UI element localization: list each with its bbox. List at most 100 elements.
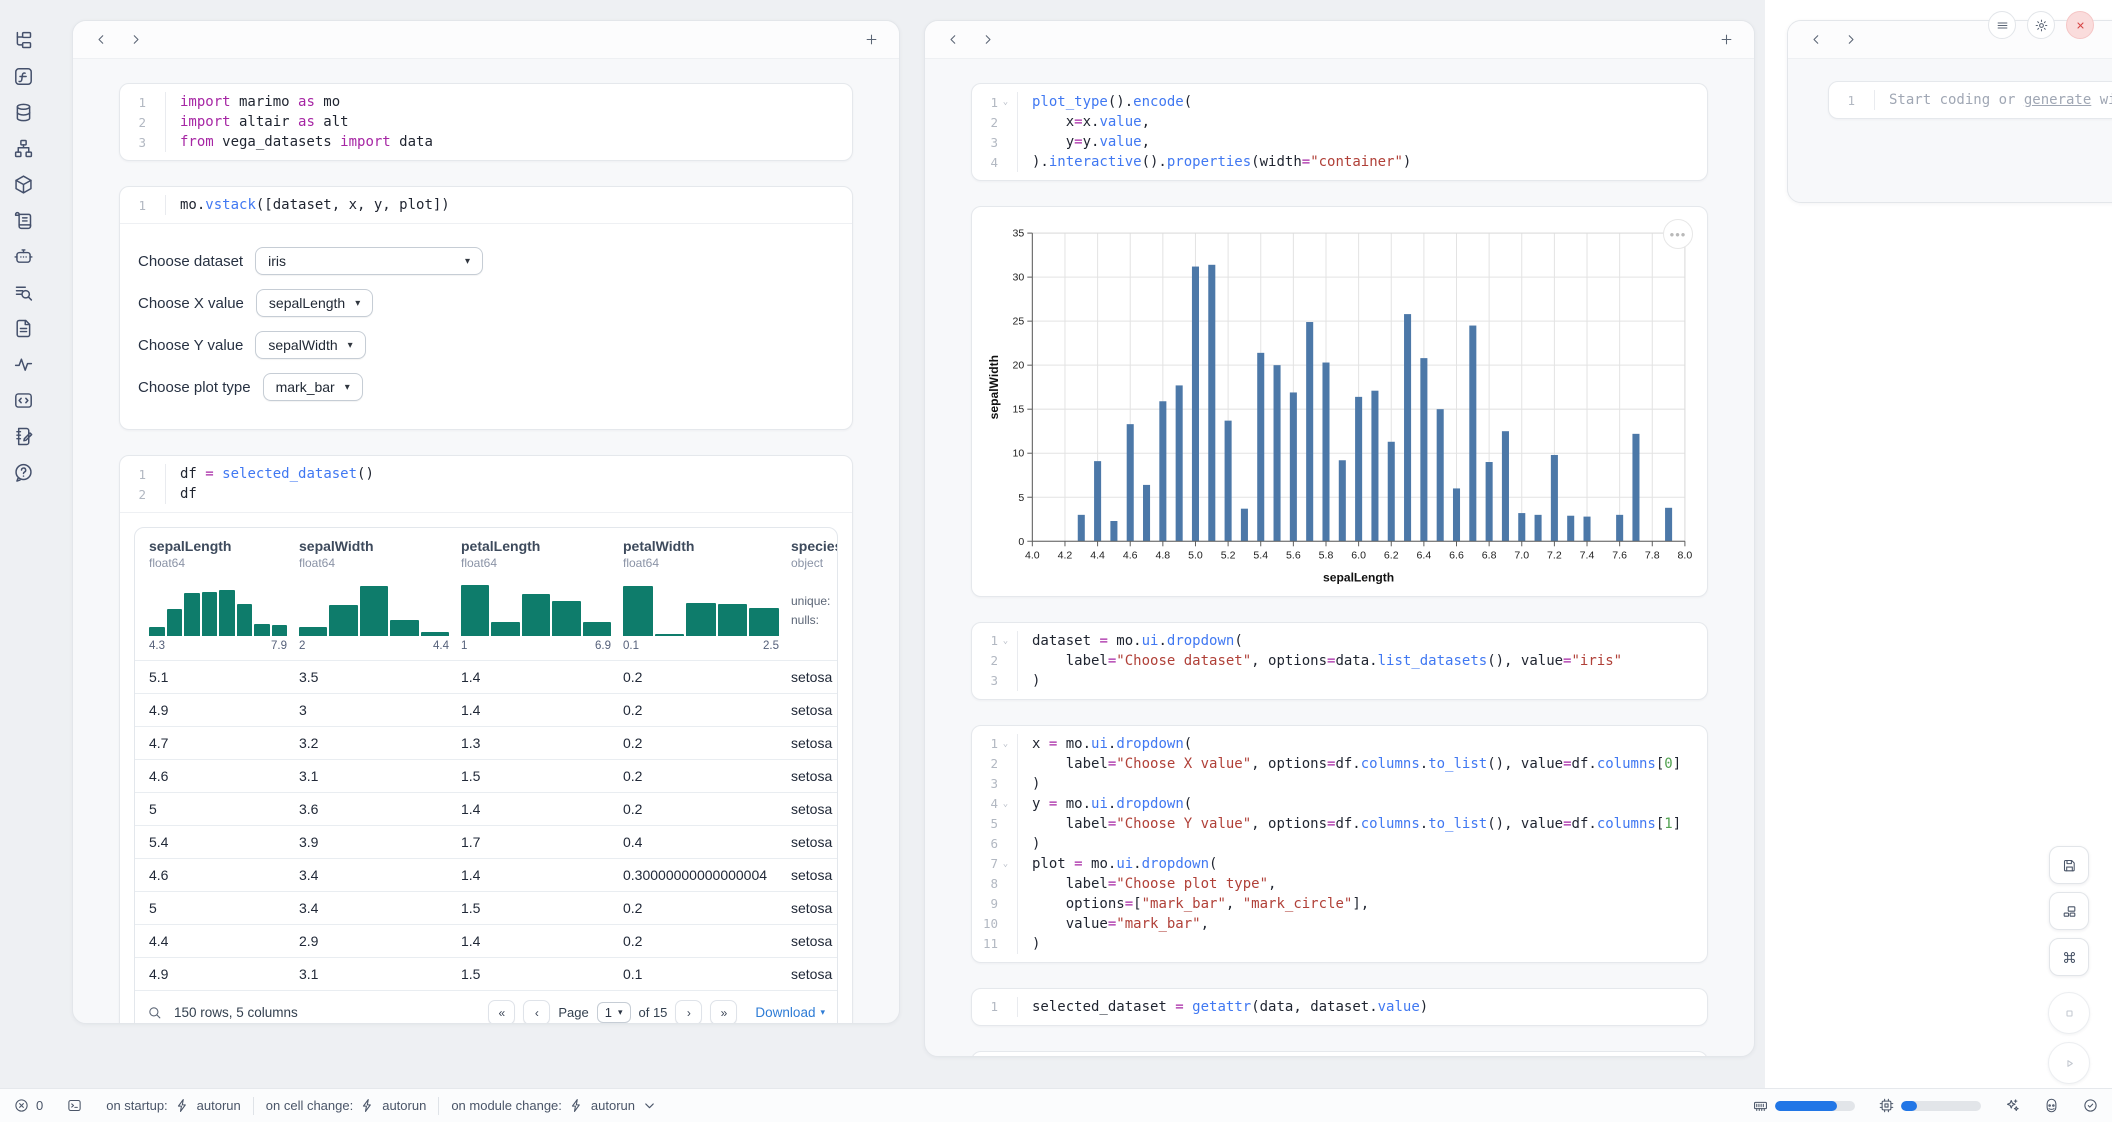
- bar[interactable]: [1583, 517, 1590, 542]
- cell-vstack[interactable]: 1mo.vstack([dataset, x, y, plot]) Choose…: [119, 186, 853, 430]
- bar-chart[interactable]: 4.04.24.44.64.85.05.25.45.65.86.06.26.46…: [986, 219, 1697, 590]
- play-button[interactable]: [2048, 1042, 2090, 1084]
- bar[interactable]: [1616, 515, 1623, 541]
- code-line[interactable]: ): [1032, 834, 1681, 854]
- column-header-petalLength[interactable]: petalLengthfloat6416.9: [461, 538, 623, 652]
- cell-dataset-dropdown[interactable]: 1⌄23dataset = mo.ui.dropdown( label="Cho…: [971, 622, 1708, 700]
- page-select[interactable]: 1▾: [597, 1002, 631, 1023]
- table-row[interactable]: 5.43.91.70.4setosa: [135, 825, 837, 858]
- bar[interactable]: [1143, 485, 1150, 541]
- bar[interactable]: [1192, 267, 1199, 542]
- rail-outline-button[interactable]: [0, 202, 46, 238]
- bar[interactable]: [1486, 462, 1493, 541]
- column-header-species[interactable]: speciesobjectunique:nulls:: [791, 538, 837, 652]
- column-forward-button[interactable]: [973, 27, 1001, 53]
- bar[interactable]: [1371, 391, 1378, 542]
- bar[interactable]: [1551, 455, 1558, 541]
- code-line[interactable]: y = mo.ui.dropdown(: [1032, 794, 1681, 814]
- bar[interactable]: [1469, 326, 1476, 542]
- code-line[interactable]: import altair as alt: [180, 112, 433, 132]
- rail-scratchpad-button[interactable]: [0, 418, 46, 454]
- column-header-sepalLength[interactable]: sepalLengthfloat644.37.9: [149, 538, 299, 652]
- code-line[interactable]: from vega_datasets import data: [180, 132, 433, 152]
- rail-variables-button[interactable]: [0, 58, 46, 94]
- bar[interactable]: [1159, 401, 1166, 541]
- rail-packages-button[interactable]: [0, 166, 46, 202]
- bar[interactable]: [1127, 424, 1134, 541]
- run-setting[interactable]: on startup:autorun: [94, 1098, 253, 1113]
- code-line[interactable]: df: [180, 484, 374, 504]
- code-line[interactable]: ): [1032, 934, 1681, 954]
- generate-with-ai-link[interactable]: generate: [2024, 92, 2091, 108]
- bar[interactable]: [1535, 515, 1542, 541]
- bar[interactable]: [1078, 515, 1085, 541]
- table-row[interactable]: 4.93.11.50.1setosa: [135, 957, 837, 990]
- code-line[interactable]: ): [1032, 774, 1681, 794]
- rail-help-button[interactable]: [0, 454, 46, 490]
- prev-page-button[interactable]: ‹: [523, 1000, 550, 1024]
- save-button[interactable]: [2049, 846, 2089, 884]
- menu-button[interactable]: [1988, 11, 2016, 39]
- cell-plot-type[interactable]: 1plot_type = getattr(alt.Chart(df), plot…: [971, 1051, 1708, 1057]
- cell-dataframe[interactable]: 12df = selected_dataset()df sepalLengthf…: [119, 455, 853, 1024]
- bar[interactable]: [1274, 365, 1281, 541]
- table-row[interactable]: 4.42.91.40.2setosa: [135, 924, 837, 957]
- bar[interactable]: [1257, 353, 1264, 541]
- column-header-petalWidth[interactable]: petalWidthfloat640.12.5: [623, 538, 791, 652]
- chart-menu-button[interactable]: •••: [1663, 219, 1693, 249]
- code-line[interactable]: ): [1032, 671, 1622, 691]
- ai-assist-button[interactable]: [2005, 1098, 2020, 1113]
- last-page-button[interactable]: »: [710, 1000, 737, 1024]
- choose-x-value-dropdown[interactable]: sepalLength▾: [256, 289, 373, 317]
- bar[interactable]: [1518, 513, 1525, 541]
- rail-dependency-graph-button[interactable]: [0, 130, 46, 166]
- add-cell-button[interactable]: [1712, 27, 1740, 53]
- bar[interactable]: [1306, 322, 1313, 541]
- choose-dataset-dropdown[interactable]: iris▾: [255, 247, 483, 275]
- code-placeholder[interactable]: Start coding or generate with AI: [1889, 90, 2112, 110]
- rail-data-sources-button[interactable]: [0, 94, 46, 130]
- layout-button[interactable]: [2049, 892, 2089, 930]
- next-page-button[interactable]: ›: [675, 1000, 702, 1024]
- bar[interactable]: [1208, 265, 1215, 541]
- bar[interactable]: [1420, 358, 1427, 541]
- bar[interactable]: [1388, 442, 1395, 541]
- column-header-sepalWidth[interactable]: sepalWidthfloat6424.4: [299, 538, 461, 652]
- bar[interactable]: [1094, 461, 1101, 541]
- rail-chat-button[interactable]: [0, 238, 46, 274]
- download-button[interactable]: Download▾: [755, 1005, 825, 1020]
- code-line[interactable]: label="Choose X value", options=df.colum…: [1032, 754, 1681, 774]
- first-page-button[interactable]: «: [488, 1000, 515, 1024]
- rail-file-explorer-button[interactable]: [0, 22, 46, 58]
- code-line[interactable]: plot = mo.ui.dropdown(: [1032, 854, 1681, 874]
- code-line[interactable]: selected_dataset = getattr(data, dataset…: [1032, 997, 1428, 1017]
- code-line[interactable]: import marimo as mo: [180, 92, 433, 112]
- terminal-button[interactable]: [67, 1098, 82, 1113]
- cell-xy-plot-dropdowns[interactable]: 1⌄234⌄567⌄891011x = mo.ui.dropdown( labe…: [971, 725, 1708, 963]
- code-line[interactable]: mo.vstack([dataset, x, y, plot]): [180, 195, 450, 215]
- column-back-button[interactable]: [939, 27, 967, 53]
- cell-empty[interactable]: 1 Start coding or generate with AI: [1828, 81, 2112, 119]
- code-line[interactable]: label="Choose dataset", options=data.lis…: [1032, 651, 1622, 671]
- close-button[interactable]: [2066, 11, 2094, 39]
- connection-status-button[interactable]: [2083, 1098, 2098, 1113]
- cell-imports[interactable]: 123import marimo as moimport altair as a…: [119, 83, 853, 161]
- table-row[interactable]: 53.41.50.2setosa: [135, 891, 837, 924]
- table-row[interactable]: 5.13.51.40.2setosa: [135, 660, 837, 693]
- code-line[interactable]: value="mark_bar",: [1032, 914, 1681, 934]
- bar[interactable]: [1339, 460, 1346, 541]
- column-back-button[interactable]: [1802, 27, 1830, 53]
- run-setting[interactable]: on module change:autorun: [439, 1098, 669, 1113]
- bar[interactable]: [1665, 508, 1672, 541]
- rail-snippets-button[interactable]: [0, 382, 46, 418]
- bar[interactable]: [1110, 521, 1117, 541]
- column-back-button[interactable]: [87, 27, 115, 53]
- code-line[interactable]: ).interactive().properties(width="contai…: [1032, 152, 1411, 172]
- code-line[interactable]: df = selected_dataset(): [180, 464, 374, 484]
- code-line[interactable]: label="Choose Y value", options=df.colum…: [1032, 814, 1681, 834]
- table-row[interactable]: 4.63.41.40.30000000000000004setosa: [135, 858, 837, 891]
- errors-indicator[interactable]: [14, 1098, 29, 1113]
- bar[interactable]: [1290, 392, 1297, 541]
- stop-button[interactable]: [2048, 992, 2090, 1034]
- code-line[interactable]: options=["mark_bar", "mark_circle"],: [1032, 894, 1681, 914]
